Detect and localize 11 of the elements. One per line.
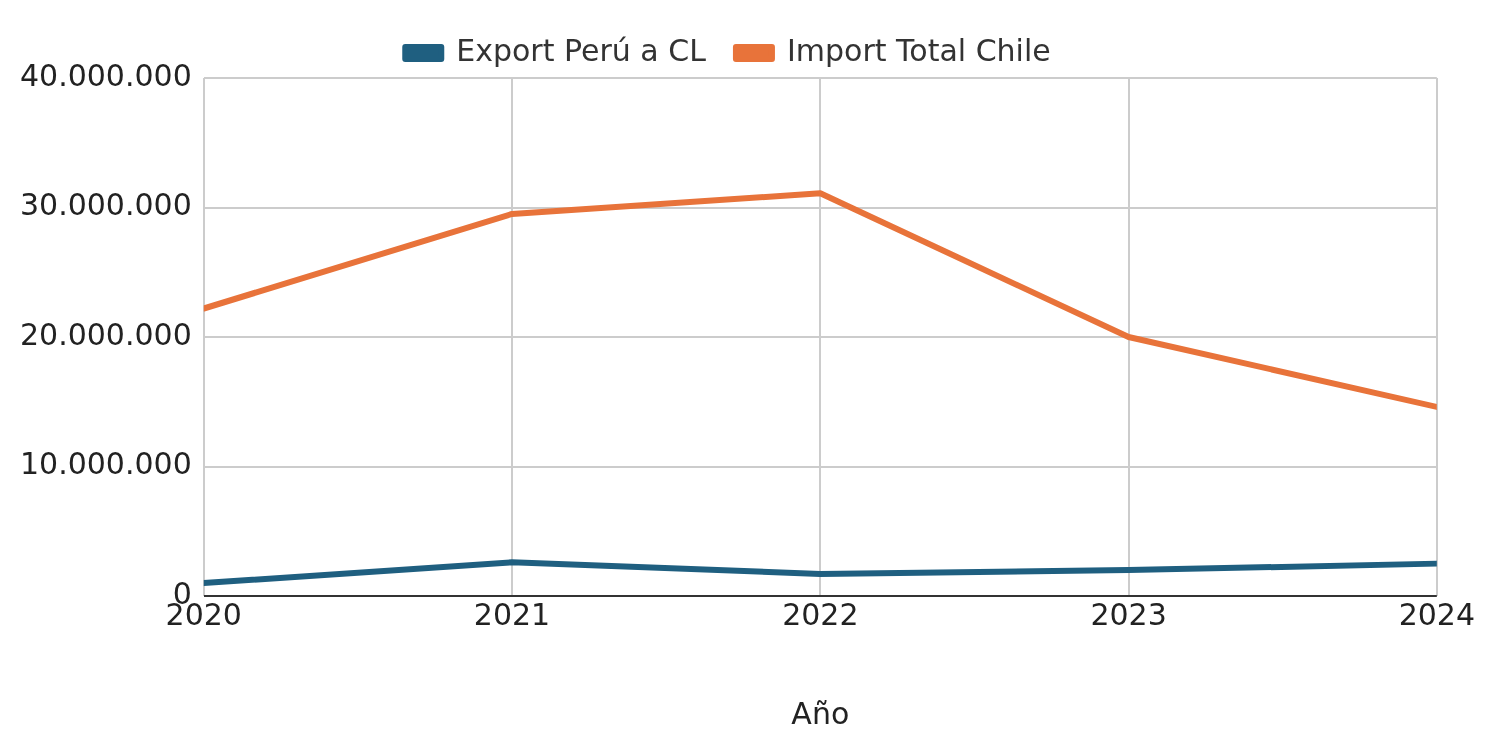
y-tick-label: 20.000.000: [19, 316, 192, 352]
legend-label: Import Total Chile: [786, 32, 1051, 68]
legend-label: Export Perú a CL: [456, 32, 707, 68]
x-tick-label: 2024: [1398, 596, 1476, 632]
y-tick-label: 30.000.000: [19, 187, 192, 223]
x-axis-title: Año: [791, 695, 850, 731]
y-tick-label: 40.000.000: [19, 57, 192, 93]
y-tick-label: 10.000.000: [19, 446, 192, 482]
x-tick-label: 2022: [782, 596, 859, 632]
x-tick-label: 2023: [1090, 596, 1167, 632]
x-tick-label: 2021: [473, 596, 551, 632]
